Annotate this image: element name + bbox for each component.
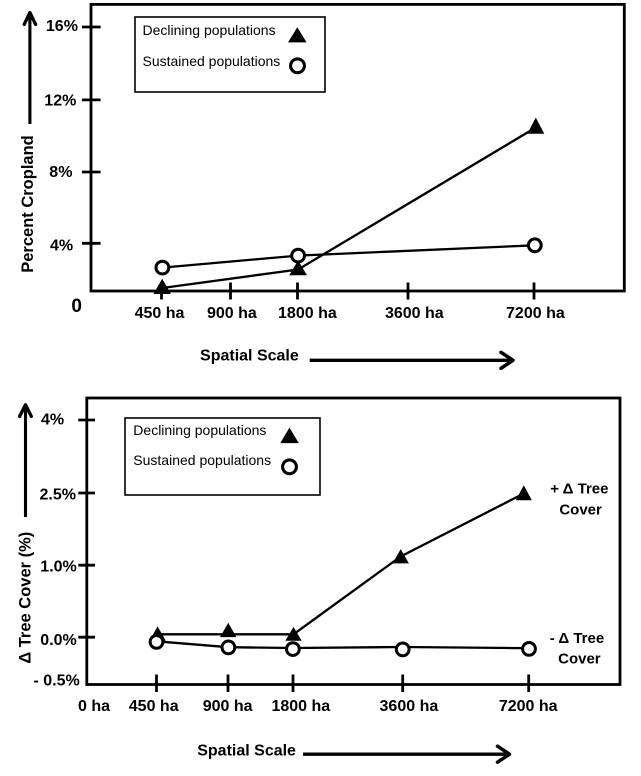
svg-text:3600 ha: 3600 ha	[380, 698, 439, 715]
svg-text:2.5%: 2.5%	[40, 486, 76, 503]
svg-text:Cover: Cover	[558, 651, 601, 668]
svg-text:Cover: Cover	[559, 501, 602, 518]
svg-text:900 ha: 900 ha	[203, 698, 253, 715]
svg-text:0 ha: 0 ha	[78, 698, 110, 715]
svg-text:4%: 4%	[50, 237, 73, 254]
svg-text:1800 ha: 1800 ha	[278, 305, 337, 322]
svg-text:Percent Cropland: Percent Cropland	[19, 135, 37, 273]
svg-text:Declining populations: Declining populations	[133, 422, 266, 438]
svg-text:Spatial Scale: Spatial Scale	[197, 743, 296, 760]
svg-text:1800 ha: 1800 ha	[271, 698, 330, 715]
svg-text:8%: 8%	[49, 164, 72, 181]
svg-text:Sustained populations: Sustained populations	[143, 53, 281, 69]
svg-text:12%: 12%	[44, 93, 76, 110]
svg-text:Declining populations: Declining populations	[143, 22, 276, 38]
svg-text:Spatial Scale: Spatial Scale	[200, 348, 299, 365]
svg-text:0: 0	[71, 296, 82, 317]
svg-text:Δ Tree Cover (%): Δ Tree Cover (%)	[17, 532, 35, 664]
svg-text:450 ha: 450 ha	[129, 698, 179, 715]
svg-text:+ Δ Tree: + Δ Tree	[550, 481, 608, 498]
svg-text:- Δ Tree: - Δ Tree	[550, 630, 604, 647]
svg-text:4%: 4%	[41, 411, 64, 428]
svg-text:- 0.5%: - 0.5%	[34, 673, 80, 690]
svg-text:900 ha: 900 ha	[207, 305, 257, 322]
svg-text:450 ha: 450 ha	[135, 305, 185, 322]
svg-text:7200 ha: 7200 ha	[499, 698, 558, 715]
svg-text:0.0%: 0.0%	[40, 632, 76, 649]
svg-text:7200 ha: 7200 ha	[506, 305, 565, 322]
svg-text:1.0%: 1.0%	[40, 559, 76, 576]
svg-text:3600 ha: 3600 ha	[385, 305, 444, 322]
svg-text:Sustained populations: Sustained populations	[133, 452, 271, 468]
svg-text:16%: 16%	[46, 18, 78, 35]
